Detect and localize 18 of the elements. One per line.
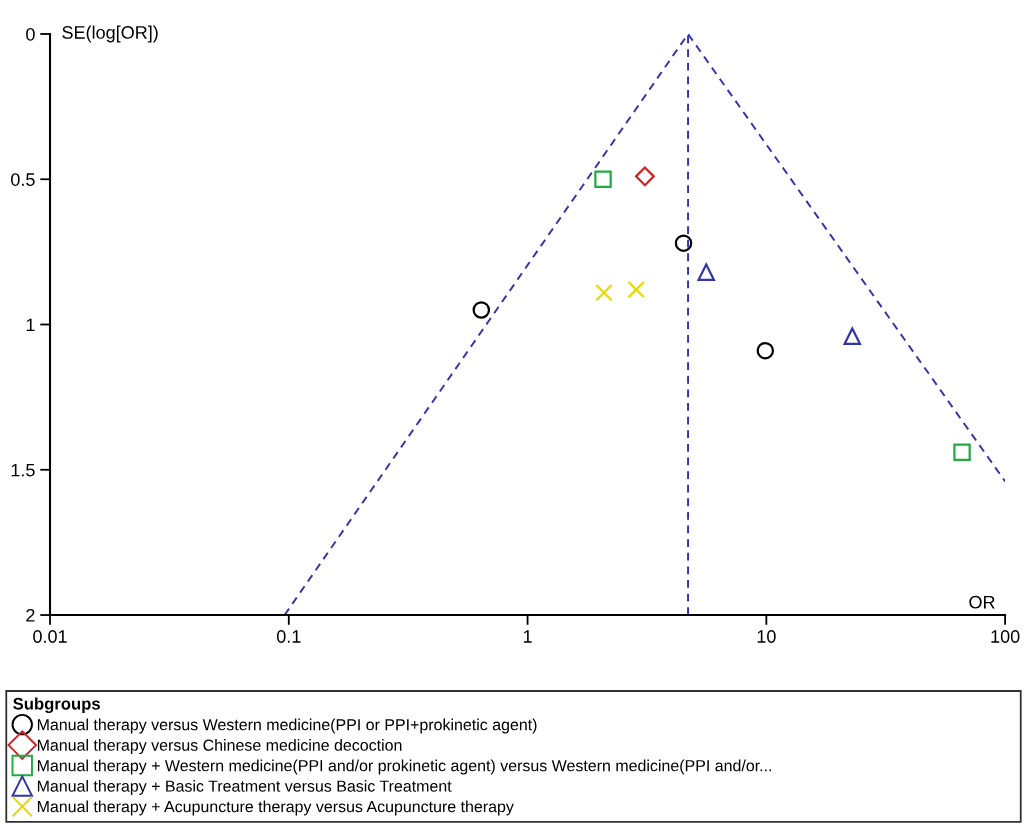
y-axis-title: SE(log[OR]) [62,25,158,43]
legend-label: Manual therapy versus Chinese medicine decoction [37,739,402,754]
legend-label: Manual therapy + Basic Treatment versus Basic Treatment [37,780,452,795]
x-tick-label: 1 [523,630,532,643]
y-tick-label: 2 [26,608,35,622]
x-tick-label: 0.1 [276,630,301,643]
y-tick-label: 1.5 [11,463,35,477]
x-tick-label: 100 [991,630,1020,643]
x-tick-label: 10 [757,630,776,643]
x-axis-title: OR [969,595,995,609]
y-tick-label: 0 [26,27,35,41]
x-tick-label: 0.01 [33,630,67,643]
y-tick-label: 1 [26,318,35,332]
y-tick-label: 0.5 [11,173,35,186]
legend-title: Subgroups [13,697,100,714]
legend-label: Manual therapy + Acupuncture therapy versus Acupuncture therapy [37,800,514,816]
legend-label: Manual therapy versus Western medicine(PPI or PPI+prokinetic agent) [37,718,537,734]
legend-label: Manual therapy + Western medicine(PPI and/or prokinetic agent) versus Western medicine(PPI and/or... [37,759,772,775]
